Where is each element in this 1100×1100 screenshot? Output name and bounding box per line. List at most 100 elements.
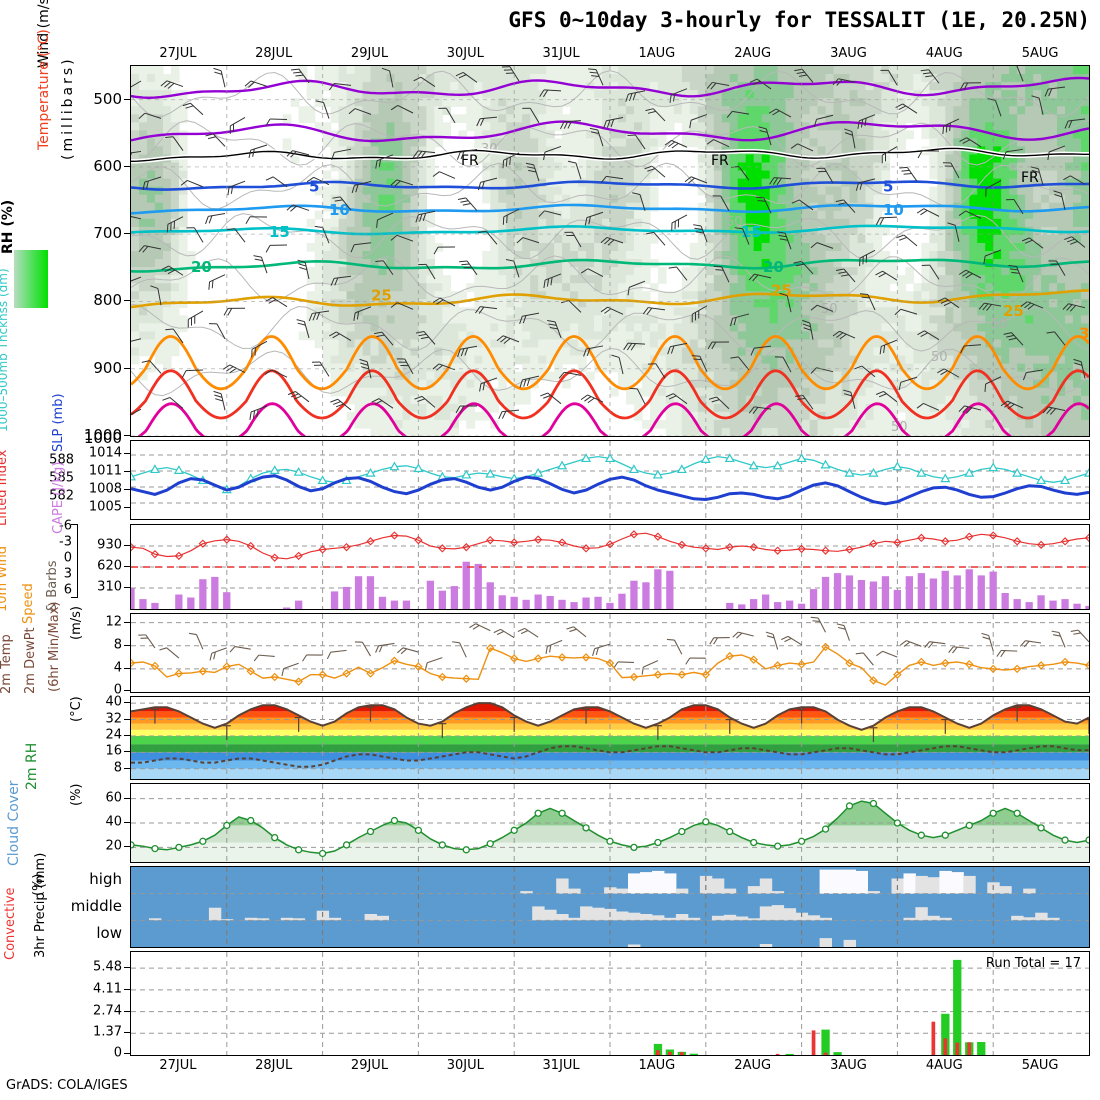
date-tick: 31JUL xyxy=(542,46,580,61)
upper-air-panel[interactable]: 3050503050505050FRFRFR551010151520202525… xyxy=(130,65,1090,437)
svg-text:10: 10 xyxy=(883,201,904,219)
slp-thickness-yaxis: 1014 1011 1008 1005 1000 588 585 582 xyxy=(0,429,130,520)
axis-tick-label: 900 xyxy=(93,358,122,377)
svg-text:50: 50 xyxy=(726,215,743,230)
wind-10m-yaxis: 12 8 4 0 xyxy=(0,613,130,698)
cloud-level-label: high xyxy=(89,870,122,889)
svg-text:15: 15 xyxy=(269,223,290,241)
axis-tick-label: 3 xyxy=(63,566,72,582)
axis-tick-mark xyxy=(124,702,130,704)
axis-tick-label: 24 xyxy=(105,727,122,743)
axis-title-wind10m-units: (m/s) xyxy=(69,606,84,640)
date-tick: 29JUL xyxy=(350,1058,389,1073)
axis-tick-label: 20 xyxy=(105,838,122,854)
axis-tick-mark xyxy=(124,165,130,167)
axis-title-upper-temp: Temperature (°C) xyxy=(36,29,52,150)
axis-tick-mark xyxy=(124,435,130,436)
axis-tick-mark xyxy=(124,988,130,990)
axis-tick-label: 1008 xyxy=(88,481,122,497)
axis-title-thickness: 1000–500mb Thcknss (dm) xyxy=(0,268,10,432)
rh-legend-swatch xyxy=(14,250,48,308)
date-tick: 1AUG xyxy=(638,1058,676,1073)
date-tick: 30JUL xyxy=(446,46,484,61)
date-tick: 4AUG xyxy=(925,1058,963,1073)
axis-tick-label: 1.37 xyxy=(93,1024,122,1040)
axis-tick-mark xyxy=(124,489,130,490)
svg-text:25: 25 xyxy=(371,286,392,304)
axis-tick-label: 588 xyxy=(49,452,74,468)
rh-2m-yaxis: 60 40 20 xyxy=(0,783,130,863)
svg-text:25: 25 xyxy=(1003,302,1024,320)
axis-title-lifted-index: Lifted Index xyxy=(0,449,10,526)
date-tick: 31JUL xyxy=(542,1058,580,1073)
axis-tick-label: 1011 xyxy=(88,463,122,479)
date-tick: 3AUG xyxy=(830,1058,867,1073)
axis-tick-label: 500 xyxy=(93,89,122,108)
precip-panel[interactable]: Run Total = 17 xyxy=(130,951,1090,1056)
axis-tick-label: 585 xyxy=(49,470,74,486)
axis-tick-label: 2.74 xyxy=(93,1003,122,1019)
axis-title-wind10m-a: 10m Wind xyxy=(0,545,10,612)
wind-10m-panel[interactable] xyxy=(130,613,1090,693)
slp-thickness-panel[interactable] xyxy=(130,440,1090,520)
date-tick: 2AUG xyxy=(734,1058,772,1073)
date-tick: 5AUG xyxy=(1021,46,1059,61)
svg-text:FR: FR xyxy=(1021,170,1039,186)
axis-tick-label: 600 xyxy=(93,156,122,175)
axis-tick-mark xyxy=(124,846,130,848)
temp-2m-yaxis: 40 32 24 16 8 xyxy=(0,695,130,780)
date-tick: 3AUG xyxy=(830,46,867,61)
date-axis-bottom: 27JUL 28JUL 29JUL 30JUL 31JUL 1AUG 2AUG 3AUG 4AU… xyxy=(130,1058,1090,1076)
svg-text:25: 25 xyxy=(771,282,792,300)
axis-tick-mark xyxy=(124,751,130,753)
axis-tick-label: 1000 xyxy=(83,426,122,444)
axis-tick-mark xyxy=(124,797,130,799)
upper-air-yaxis: 500 600 700 800 900 1000 xyxy=(0,65,130,444)
axis-tick-mark xyxy=(124,367,130,369)
axis-tick-label: 8 xyxy=(113,760,122,776)
footer-credit: GrADS: COLA/IGES xyxy=(6,1078,128,1093)
axis-tick-label: 700 xyxy=(93,224,122,243)
svg-text:5: 5 xyxy=(309,177,319,195)
axis-tick-mark xyxy=(124,453,130,454)
axis-tick-mark xyxy=(124,690,130,691)
axis-tick-label: 8 xyxy=(113,637,122,653)
lifted-index-cape-panel[interactable] xyxy=(130,524,1090,610)
axis-tick-mark xyxy=(124,233,130,235)
svg-text:30: 30 xyxy=(1079,324,1089,342)
axis-title-temp2m-units: (°C) xyxy=(69,696,84,722)
date-axis-top: 27JUL 28JUL 29JUL 30JUL 31JUL 1AUG 2AUG 3AUG 4AU… xyxy=(130,46,1090,64)
axis-tick-label: 16 xyxy=(105,743,122,759)
axis-tick-label: 1000 xyxy=(83,429,122,447)
date-tick: 2AUG xyxy=(734,46,772,61)
axis-title-wind10m-b: Speed xyxy=(21,583,36,624)
axis-tick-mark xyxy=(124,734,130,736)
axis-tick-mark xyxy=(124,300,130,302)
axis-tick-label: -6 xyxy=(59,518,72,534)
run-total-label: Run Total = 17 xyxy=(985,956,1081,971)
rh-2m-panel[interactable] xyxy=(130,783,1090,863)
axis-tick-label: 1014 xyxy=(88,445,122,461)
axis-title-precip-conv: Convective xyxy=(3,887,18,960)
temp-2m-panel[interactable] xyxy=(130,696,1090,780)
axis-tick-mark xyxy=(124,1053,130,1054)
axis-title-upper-pressure: (millibars) xyxy=(60,56,76,160)
axis-title-cape: CAPE (J/kg) xyxy=(51,461,66,534)
date-tick: 30JUL xyxy=(446,1058,484,1073)
date-tick: 28JUL xyxy=(255,1058,293,1073)
date-tick: 5AUG xyxy=(1021,1058,1059,1073)
cloud-cover-panel[interactable] xyxy=(130,866,1090,948)
svg-text:50: 50 xyxy=(991,317,1008,332)
axis-tick-label: 0 xyxy=(63,550,72,566)
axis-tick-mark xyxy=(124,507,130,508)
axis-tick-label: 4.11 xyxy=(93,981,122,997)
axis-title-temp2m: 2m Temp xyxy=(0,634,14,694)
axis-tick-mark xyxy=(124,1010,130,1012)
cloud-level-label: low xyxy=(96,923,122,942)
axis-tick-mark xyxy=(124,471,130,472)
axis-tick-label: 12 xyxy=(105,614,122,630)
axis-tick-label: 1005 xyxy=(88,499,122,515)
svg-text:FR: FR xyxy=(711,153,729,169)
axis-tick-label: 6 xyxy=(63,582,72,598)
axis-tick-label: 310 xyxy=(97,579,122,595)
